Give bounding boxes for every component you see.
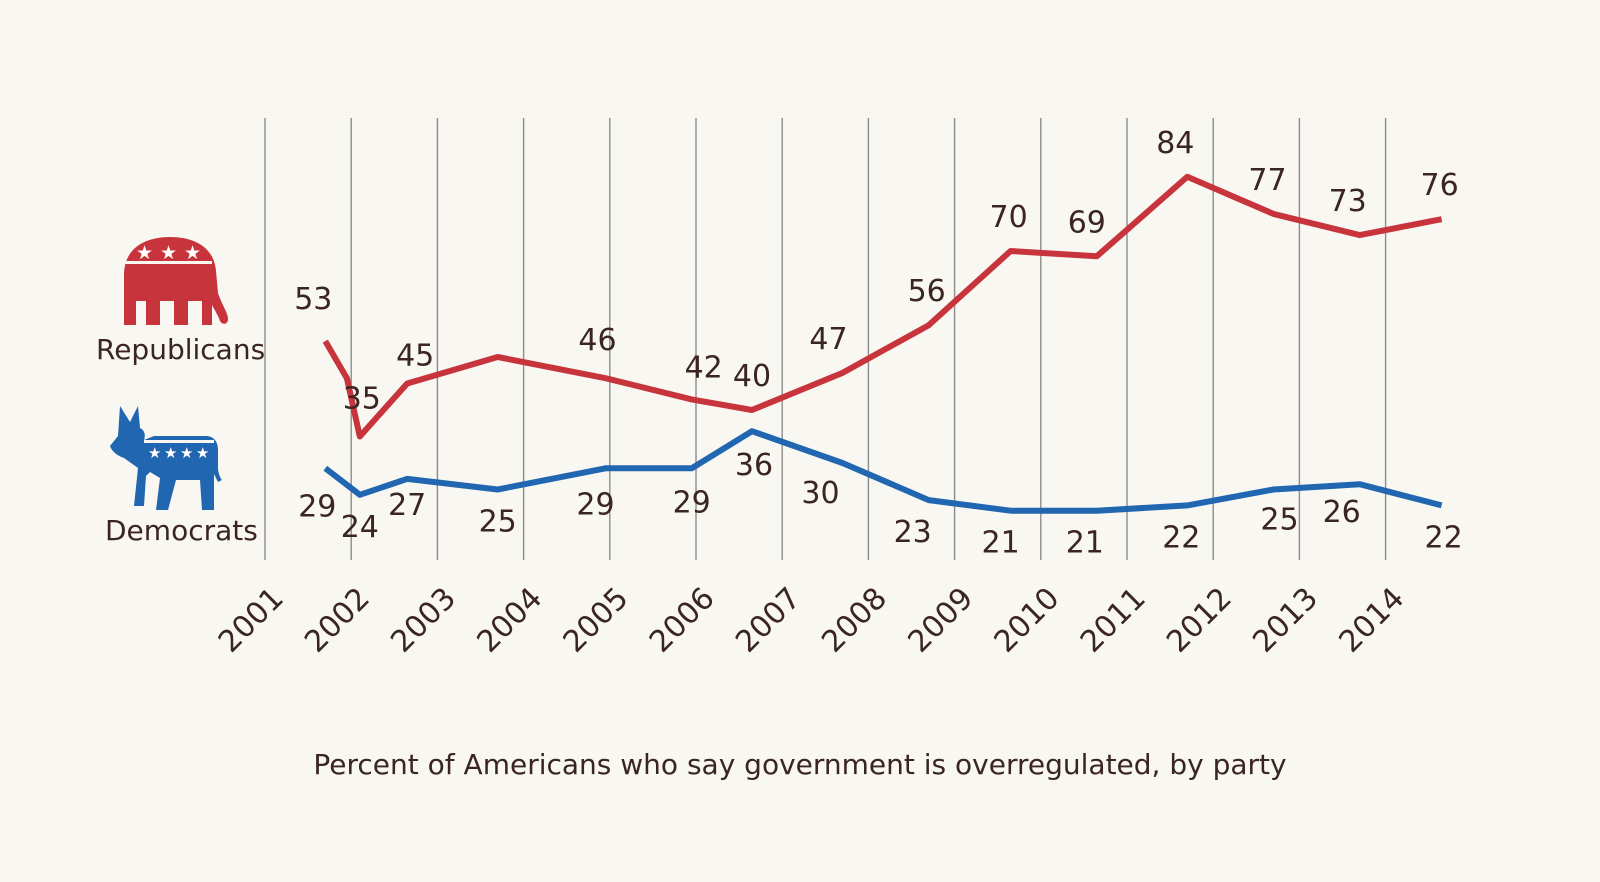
svg-text:★: ★ bbox=[160, 242, 177, 264]
data-label-republicans-15: 76 bbox=[1421, 168, 1459, 203]
x-tick-label-2004: 2004 bbox=[471, 581, 550, 660]
data-label-democrats-1: 24 bbox=[341, 510, 379, 545]
data-label-democrats-11: 22 bbox=[1162, 520, 1200, 555]
x-tick-label-2010: 2010 bbox=[988, 581, 1067, 660]
data-label-republicans-2: 35 bbox=[343, 382, 381, 417]
x-tick-label-2009: 2009 bbox=[902, 581, 981, 660]
data-label-democrats-14: 22 bbox=[1425, 520, 1463, 555]
svg-text:★: ★ bbox=[184, 242, 201, 264]
svg-text:★: ★ bbox=[136, 242, 153, 264]
data-label-democrats-12: 25 bbox=[1260, 503, 1298, 538]
data-label-democrats-5: 29 bbox=[673, 485, 711, 520]
x-tick-label-2001: 2001 bbox=[212, 581, 291, 660]
data-label-democrats-10: 21 bbox=[1066, 526, 1104, 561]
x-axis-tick-labels: 2001 2002 2003 2004 2005 2006 2007 2008 2009 2010… bbox=[212, 581, 1411, 660]
x-tick-label-2008: 2008 bbox=[815, 581, 894, 660]
series-lines bbox=[322, 173, 1443, 514]
data-label-republicans-0: 53 bbox=[294, 282, 332, 317]
series-line-republicans bbox=[322, 173, 1443, 440]
chart-caption: Percent of Americans who say government … bbox=[313, 748, 1287, 781]
donkey-icon: ★ ★ ★ ★ bbox=[110, 406, 222, 510]
data-label-democrats-4: 29 bbox=[576, 487, 614, 522]
svg-text:★: ★ bbox=[180, 444, 193, 462]
svg-text:★: ★ bbox=[196, 444, 209, 462]
x-tick-label-2013: 2013 bbox=[1246, 581, 1325, 660]
data-label-republicans-8: 47 bbox=[809, 322, 847, 357]
data-label-republicans-9: 56 bbox=[908, 274, 946, 309]
data-label-democrats-8: 23 bbox=[894, 515, 932, 550]
data-label-republicans-11: 69 bbox=[1068, 205, 1106, 240]
svg-text:★: ★ bbox=[148, 444, 161, 462]
x-tick-label-2012: 2012 bbox=[1160, 581, 1239, 660]
x-tick-label-2006: 2006 bbox=[643, 581, 722, 660]
data-label-democrats-9: 21 bbox=[982, 526, 1020, 561]
data-label-democrats-3: 25 bbox=[479, 505, 517, 540]
data-label-republicans-13: 77 bbox=[1248, 163, 1286, 198]
data-label-republicans-14: 73 bbox=[1329, 184, 1367, 219]
x-tick-label-2011: 2011 bbox=[1074, 581, 1153, 660]
data-label-democrats-7: 30 bbox=[801, 476, 839, 511]
elephant-icon: ★ ★ ★ bbox=[124, 237, 228, 325]
data-label-republicans-3: 45 bbox=[396, 339, 434, 374]
x-tick-label-2014: 2014 bbox=[1333, 581, 1412, 660]
data-label-republicans-5: 46 bbox=[578, 323, 616, 358]
data-label-democrats-6: 36 bbox=[735, 448, 773, 483]
data-label-democrats-2: 27 bbox=[388, 488, 426, 523]
x-tick-label-2007: 2007 bbox=[729, 581, 808, 660]
data-label-republicans-7: 40 bbox=[733, 359, 771, 394]
x-tick-label-2002: 2002 bbox=[298, 581, 377, 660]
data-label-democrats-0: 29 bbox=[298, 489, 336, 524]
series-line-democrats bbox=[323, 428, 1443, 514]
legend-republicans: Republicans bbox=[96, 333, 266, 366]
svg-text:★: ★ bbox=[164, 444, 177, 462]
data-label-democrats-13: 26 bbox=[1323, 495, 1361, 530]
data-label-republicans-6: 42 bbox=[685, 350, 723, 385]
x-tick-label-2005: 2005 bbox=[557, 581, 636, 660]
legend-democrats: Democrats bbox=[105, 514, 258, 547]
x-tick-label-2003: 2003 bbox=[384, 581, 463, 660]
data-label-republicans-10: 70 bbox=[990, 200, 1028, 235]
data-label-republicans-12: 84 bbox=[1156, 126, 1194, 161]
